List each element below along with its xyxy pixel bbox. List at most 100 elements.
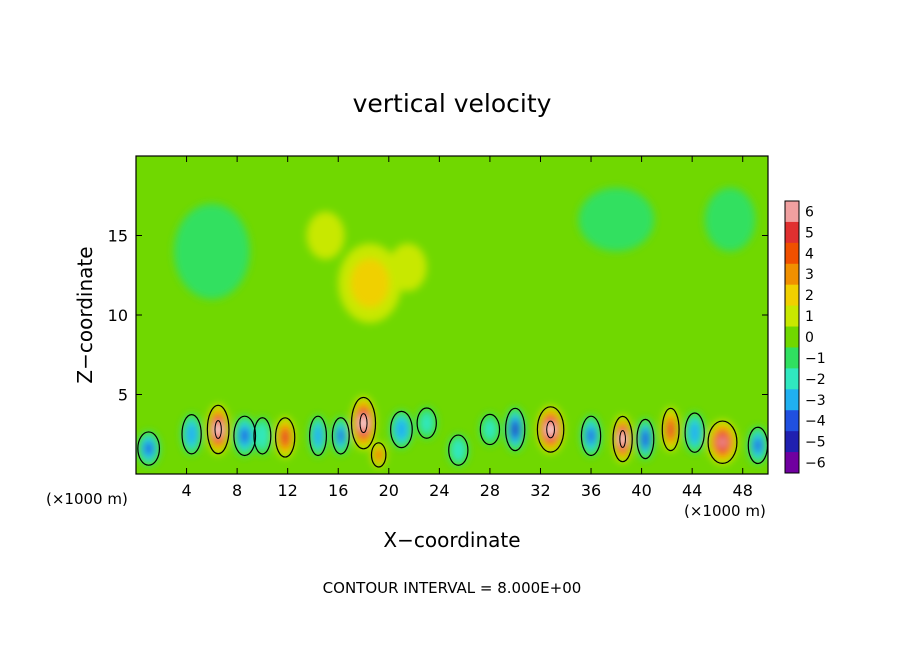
x-tick-label: 40 bbox=[631, 481, 651, 500]
field-feature bbox=[479, 413, 501, 446]
colorbar-label: 4 bbox=[805, 246, 814, 262]
contour-line bbox=[206, 404, 230, 455]
field-feature bbox=[636, 418, 655, 460]
field-feature bbox=[505, 407, 526, 452]
field-feature bbox=[416, 407, 437, 440]
contour-line bbox=[612, 415, 633, 463]
y-tick-label: 10 bbox=[108, 306, 128, 325]
x-tick-label: 36 bbox=[581, 481, 601, 500]
colorbar-swatch bbox=[785, 368, 799, 390]
x-tick-label: 32 bbox=[530, 481, 550, 500]
field-feature bbox=[233, 415, 257, 457]
field-feature bbox=[371, 442, 387, 468]
field-feature bbox=[275, 416, 296, 459]
y-axis-label: Z−coordinate bbox=[73, 246, 97, 383]
contour-line bbox=[233, 415, 257, 457]
field-feature bbox=[704, 187, 756, 252]
field-feature bbox=[331, 416, 350, 455]
x-axis: 4 8 12 16 20 24 28 32 36 40 44 48 bbox=[181, 156, 753, 500]
contour-line bbox=[214, 420, 222, 439]
field-feature bbox=[578, 187, 655, 252]
x-tick-label: 24 bbox=[429, 481, 449, 500]
colorbar: 6 5 4 3 2 1 0 −1 −2 −3 −4 −5 −6 bbox=[784, 200, 826, 474]
field-feature bbox=[350, 396, 377, 451]
contour-line bbox=[684, 412, 705, 453]
y-tick-label: 15 bbox=[108, 227, 128, 246]
colorbar-label: 0 bbox=[805, 330, 814, 346]
contour-line bbox=[390, 410, 413, 449]
field-feature bbox=[137, 431, 161, 467]
field-feature bbox=[448, 434, 469, 467]
colorbar-swatch bbox=[785, 242, 799, 265]
colorbar-swatch bbox=[785, 452, 799, 474]
chart-title: vertical velocity bbox=[353, 89, 552, 118]
colorbar-swatch bbox=[785, 431, 799, 453]
colorbar-label: 3 bbox=[805, 267, 814, 283]
contour-line bbox=[416, 407, 437, 439]
field-feature bbox=[181, 413, 202, 455]
contour-line bbox=[707, 420, 738, 464]
field-feature bbox=[388, 243, 427, 292]
colorbar-swatch bbox=[785, 410, 799, 432]
contour-line bbox=[274, 417, 296, 458]
colorbar-label: −4 bbox=[805, 414, 826, 430]
field-feature bbox=[253, 416, 272, 455]
field-feature bbox=[390, 410, 413, 449]
colorbar-swatch bbox=[785, 201, 799, 223]
x-tick-label: 28 bbox=[480, 481, 500, 500]
x-tick-label: 20 bbox=[379, 481, 399, 500]
x-unit-left: (×1000 m) bbox=[46, 490, 128, 508]
contour-line bbox=[370, 442, 387, 468]
field-feature bbox=[580, 415, 602, 457]
contour-line bbox=[546, 420, 555, 439]
colorbar-label: −6 bbox=[805, 456, 826, 472]
contour-line bbox=[619, 430, 626, 448]
contour-line bbox=[253, 417, 272, 455]
colorbar-label: 2 bbox=[805, 288, 814, 304]
plot-area bbox=[136, 156, 768, 474]
field-feature bbox=[309, 415, 327, 457]
colorbar-swatch bbox=[785, 389, 799, 411]
field-feature bbox=[338, 243, 402, 323]
contour-line bbox=[536, 406, 565, 453]
colorbar-label: −3 bbox=[805, 393, 826, 409]
colorbar-swatch bbox=[785, 263, 799, 286]
contour-line bbox=[309, 415, 328, 457]
y-tick-label: 5 bbox=[118, 386, 128, 405]
x-tick-label: 16 bbox=[328, 481, 348, 500]
contour-line bbox=[504, 407, 526, 452]
field-feature bbox=[536, 405, 565, 454]
colorbar-swatch bbox=[785, 284, 799, 307]
colorbar-swatch bbox=[785, 305, 799, 328]
contour-line bbox=[661, 407, 680, 452]
field-feature bbox=[306, 211, 345, 260]
colorbar-swatch bbox=[785, 326, 799, 348]
colorbar-label: 1 bbox=[805, 309, 814, 325]
x-tick-label: 44 bbox=[682, 481, 702, 500]
colorbar-label: −2 bbox=[805, 372, 826, 388]
footer-contour-interval: CONTOUR INTERVAL = 8.000E+00 bbox=[323, 579, 582, 597]
x-axis-label: X−coordinate bbox=[383, 528, 520, 552]
contour-line bbox=[137, 431, 161, 466]
x-unit-right: (×1000 m) bbox=[684, 502, 766, 520]
field-feature bbox=[661, 407, 680, 452]
colorbar-frame bbox=[784, 200, 800, 474]
contour-line bbox=[479, 413, 501, 446]
contour-line bbox=[350, 396, 377, 450]
field-feature bbox=[173, 203, 250, 300]
field-feature bbox=[747, 426, 768, 465]
colorbar-label: −1 bbox=[805, 351, 826, 367]
contour-line bbox=[181, 414, 202, 455]
colorbar-label: −5 bbox=[805, 435, 826, 451]
colorbar-label: 5 bbox=[805, 225, 814, 241]
contour-line bbox=[580, 415, 602, 457]
contour-line bbox=[359, 413, 368, 434]
x-tick-label: 48 bbox=[733, 481, 753, 500]
contour-line bbox=[636, 418, 655, 460]
contour-line bbox=[448, 434, 469, 466]
colorbar-label: 6 bbox=[805, 204, 814, 220]
field-feature bbox=[684, 411, 705, 454]
field-feature bbox=[707, 419, 738, 465]
contour-line bbox=[331, 417, 350, 455]
